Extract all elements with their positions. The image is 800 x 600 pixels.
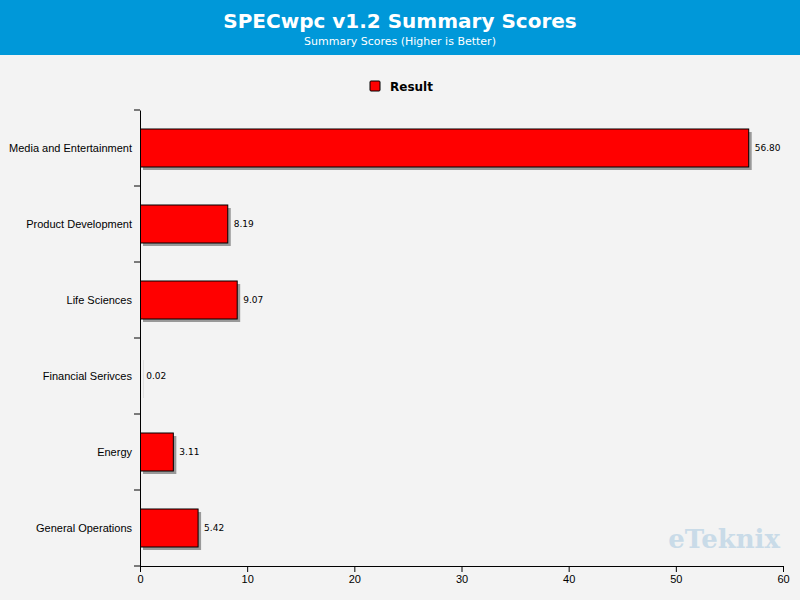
x-tick: 50 — [670, 566, 682, 585]
bars — [140, 129, 752, 550]
band-separator — [134, 110, 140, 111]
bar — [140, 129, 749, 167]
x-tick: 40 — [563, 566, 575, 585]
x-tick-mark — [354, 566, 355, 572]
y-tick: Financial Serivces — [43, 370, 133, 382]
x-tick-mark — [462, 566, 463, 572]
y-tick-label: General Operations — [36, 522, 132, 534]
band-separator — [134, 566, 140, 567]
data-label: 5.42 — [204, 523, 224, 533]
background — [0, 0, 800, 600]
legend: Result — [370, 80, 433, 94]
plot: 56.80 8.19 9.07 0.02 3.11 5.42 0 10 20 30 40 50 60 Me… — [9, 110, 790, 585]
x-tick-label: 30 — [456, 573, 468, 585]
title: SPECwpc v1.2 Summary Scores — [223, 9, 576, 33]
y-tick: Product Development — [26, 218, 132, 230]
x-tick-label: 50 — [670, 573, 682, 585]
x-tick-label: 0 — [137, 573, 143, 585]
x-tick-label: 60 — [777, 573, 789, 585]
band-separator — [134, 186, 140, 187]
y-tick: Media and Entertainment — [9, 142, 132, 154]
x-tick: 0 — [137, 566, 143, 585]
x-tick-mark — [676, 566, 677, 572]
data-label: 56.80 — [755, 143, 781, 153]
bar — [140, 433, 173, 471]
y-axis-line — [140, 111, 141, 567]
band-separator — [134, 414, 140, 415]
y-tick-label: Product Development — [26, 218, 132, 230]
x-tick-label: 20 — [349, 573, 361, 585]
y-tick-label: Energy — [97, 446, 132, 458]
chart: SPECwpc v1.2 Summary Scores Summary Score… — [0, 0, 800, 600]
x-tick-label: 10 — [242, 573, 254, 585]
data-label: 0.02 — [146, 371, 166, 381]
watermark: eTeknix — [668, 524, 780, 554]
x-tick-mark — [247, 566, 248, 572]
x-axis: 0 10 20 30 40 50 60 — [137, 566, 789, 585]
bar — [140, 205, 228, 243]
x-tick-label: 40 — [563, 573, 575, 585]
x-tick: 10 — [242, 566, 254, 585]
x-tick: 60 — [777, 566, 789, 585]
legend-item: Result — [370, 80, 433, 94]
data-label: 3.11 — [179, 447, 199, 457]
band-separator — [134, 490, 140, 491]
y-tick: Energy — [97, 446, 132, 458]
bar — [140, 281, 237, 319]
data-label: 8.19 — [234, 219, 254, 229]
x-tick-mark — [140, 566, 141, 572]
bar-shadow — [143, 360, 144, 398]
legend-label: Result — [390, 80, 433, 94]
band-separator — [134, 338, 140, 339]
x-tick: 30 — [456, 566, 468, 585]
y-tick-label: Financial Serivces — [43, 370, 133, 382]
y-tick: Life Sciences — [67, 294, 133, 306]
y-tick-label: Life Sciences — [67, 294, 133, 306]
subtitle: Summary Scores (Higher is Better) — [304, 35, 496, 48]
data-labels: 56.80 8.19 9.07 0.02 3.11 5.42 — [146, 143, 781, 533]
bar — [140, 509, 198, 547]
band-separator — [134, 262, 140, 263]
x-tick: 20 — [349, 566, 361, 585]
y-tick-label: Media and Entertainment — [9, 142, 132, 154]
x-tick-mark — [569, 566, 570, 572]
y-tick: General Operations — [36, 522, 132, 534]
data-label: 9.07 — [243, 295, 263, 305]
title-bar — [0, 0, 800, 55]
legend-swatch — [370, 81, 380, 91]
x-tick-mark — [783, 566, 784, 572]
band-separators — [134, 110, 140, 566]
y-axis: Media and Entertainment Product Developme… — [9, 111, 140, 567]
